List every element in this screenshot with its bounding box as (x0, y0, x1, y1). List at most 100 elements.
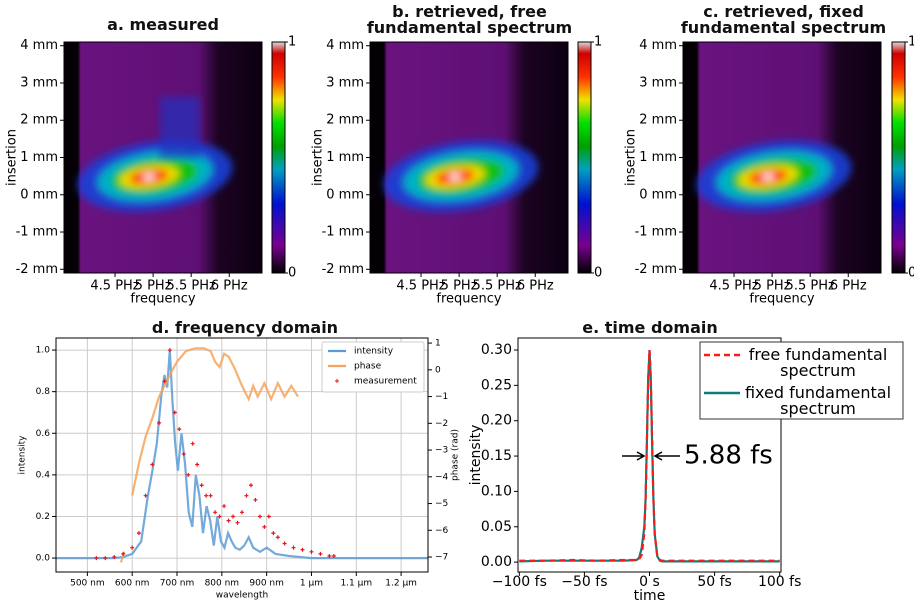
data-point (231, 514, 236, 519)
y-axis-label: insertion (5, 129, 20, 186)
colorbar (577, 41, 592, 274)
data-point (271, 531, 276, 536)
y-tick-label: 0.8 (36, 387, 51, 397)
data-point (167, 348, 172, 353)
x-tick-label: 6 PHz (830, 279, 867, 294)
y-tick-label: 4 mm (639, 38, 677, 53)
heatmap-blob (696, 140, 852, 212)
x-tick-label: 600 nm (115, 579, 150, 589)
data-point (213, 510, 218, 515)
data-point (143, 493, 148, 498)
y2-axis-label: phase (rad) (451, 429, 461, 481)
annotation: 5.88 fs (684, 441, 773, 471)
x-tick-label: 5 PHz (135, 279, 172, 294)
annotation-arrow (653, 451, 680, 461)
x-tick-label: 0 s (639, 574, 660, 590)
x-tick-label: 900 nm (249, 579, 284, 589)
x-tick-label: 50 fs (697, 574, 732, 590)
heatmap-blob (77, 140, 233, 212)
heatmap-blob (383, 140, 539, 212)
legend-label: intensity (354, 347, 394, 357)
x-axis-label: time (634, 588, 666, 604)
series-line (119, 347, 299, 563)
y-axis-label: intensity (468, 425, 484, 486)
x-tick-label: 5 PHz (441, 279, 478, 294)
data-point (235, 520, 240, 525)
heatmap-blob (762, 173, 775, 180)
data-point (204, 493, 209, 498)
y2-tick-label: −5 (435, 499, 448, 509)
y-axis-label: insertion (624, 129, 639, 186)
heatmap-blob (449, 173, 462, 180)
colorbar-tick-label: 0 (594, 266, 602, 281)
y-tick-label: -2 mm (322, 262, 364, 277)
y-tick-label: 3 mm (20, 75, 58, 90)
data-point (94, 556, 99, 561)
x-tick-label: 1.2 µm (385, 579, 417, 589)
y-tick-label: 1 mm (639, 150, 677, 165)
data-point (240, 510, 244, 515)
legend-label: free fundamental spectrum (748, 345, 888, 380)
y-tick-label: 0.30 (481, 342, 512, 358)
data-point (253, 497, 258, 502)
y2-tick-label: −3 (435, 446, 448, 456)
data-point (190, 441, 195, 446)
x-tick-label: −50 fs (561, 574, 607, 590)
x-tick-label: 5.5 PHz (786, 279, 835, 294)
colorbar-tick-label: 1 (908, 35, 914, 50)
x-tick-label: 700 nm (160, 579, 195, 589)
y-tick-label: 1.0 (36, 346, 51, 356)
legend-label: phase (354, 362, 382, 372)
x-tick-label: 5.5 PHz (167, 279, 216, 294)
x-tick-label: −100 fs (492, 574, 547, 590)
y2-tick-label: −4 (435, 472, 449, 482)
x-axis-label: frequency (436, 292, 502, 307)
data-point (327, 553, 332, 558)
data-point (195, 462, 200, 467)
y2-tick-label: −1 (435, 392, 448, 402)
colorbar (271, 41, 286, 274)
chart-title: b. retrieved, free fundamental spectrum (366, 2, 573, 37)
data-point (172, 410, 177, 415)
colorbar-tick-label: 1 (594, 35, 602, 50)
colorbar-tick-label: 0 (908, 266, 914, 281)
y2-tick-label: −7 (435, 553, 448, 563)
y-tick-label: 3 mm (639, 75, 677, 90)
x-tick-label: 6 PHz (517, 279, 554, 294)
colorbar-tick-label: 1 (288, 35, 296, 50)
data-point (222, 504, 227, 509)
series-line (56, 350, 428, 560)
y-tick-label: 2 mm (326, 113, 364, 128)
data-point (162, 379, 167, 384)
y-tick-label: -1 mm (635, 225, 677, 240)
y2-tick-label: −6 (435, 526, 449, 536)
y-tick-label: 0.10 (481, 483, 512, 499)
y-axis-label: insertion (311, 129, 326, 186)
data-point (226, 518, 231, 523)
data-point (130, 545, 135, 550)
x-tick-label: 4.5 PHz (709, 279, 758, 294)
data-point (318, 551, 323, 556)
y2-tick-label: 0 (435, 365, 441, 375)
x-tick-label: 5.5 PHz (473, 279, 522, 294)
data-point (257, 514, 262, 519)
data-point (177, 427, 182, 432)
x-tick-label: 1 µm (300, 579, 323, 589)
data-point (275, 535, 280, 540)
heatmap-blob (143, 173, 156, 180)
y-tick-label: 0 mm (326, 187, 364, 202)
y-tick-label: 1 mm (20, 150, 58, 165)
series-line (519, 349, 780, 562)
y-tick-label: 4 mm (20, 38, 58, 53)
x-tick-label: 800 nm (205, 579, 240, 589)
y-tick-label: 2 mm (20, 113, 58, 128)
chart-title: e. time domain (582, 318, 718, 337)
x-tick-label: 4.5 PHz (90, 279, 139, 294)
y-tick-label: -1 mm (16, 225, 58, 240)
legend-label: fixed fundamental spectrum (744, 383, 892, 418)
y-tick-label: 0.05 (481, 519, 512, 535)
data-point (186, 472, 191, 477)
y-tick-label: 0.0 (36, 554, 51, 564)
data-point (136, 531, 141, 536)
